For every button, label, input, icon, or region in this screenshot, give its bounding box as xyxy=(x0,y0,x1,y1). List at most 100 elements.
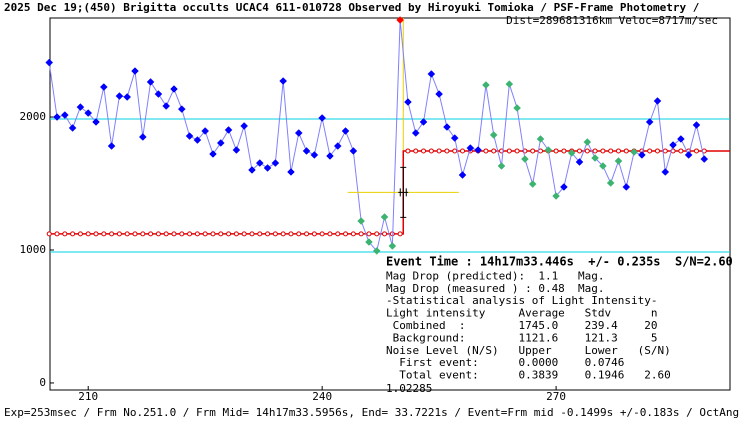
model-point xyxy=(77,231,83,237)
data-point xyxy=(521,155,529,163)
data-point xyxy=(544,146,553,154)
data-point xyxy=(99,83,108,91)
data-point xyxy=(513,104,521,112)
data-point xyxy=(240,122,249,130)
model-point xyxy=(132,231,138,237)
data-point xyxy=(263,164,272,172)
y-tick-label: 2000 xyxy=(20,110,47,123)
data-point xyxy=(131,67,139,75)
data-point xyxy=(536,135,545,143)
data-point xyxy=(450,134,459,142)
model-point xyxy=(148,231,154,237)
data-point xyxy=(677,135,685,143)
data-point xyxy=(419,118,428,126)
model-point xyxy=(608,148,614,154)
model-point xyxy=(280,231,286,237)
info-line: Mag Drop (predicted): 1.1 Mag. xyxy=(386,269,605,282)
data-point xyxy=(560,183,568,191)
data-point xyxy=(630,148,638,156)
model-point xyxy=(140,231,146,237)
data-point xyxy=(170,85,178,93)
data-point xyxy=(489,131,498,139)
data-point xyxy=(669,141,677,149)
model-point xyxy=(514,148,520,154)
model-point xyxy=(202,231,208,237)
model-point xyxy=(382,231,388,237)
model-point xyxy=(530,148,536,154)
data-point xyxy=(528,180,537,188)
model-point xyxy=(506,148,512,154)
data-point xyxy=(404,98,412,106)
data-point xyxy=(692,121,701,129)
data-point xyxy=(318,114,327,122)
model-point xyxy=(272,231,278,237)
info-line: Combined : 1745.0 239.4 20 xyxy=(386,319,658,332)
data-point xyxy=(224,126,233,134)
model-point xyxy=(397,231,403,237)
data-point xyxy=(302,147,311,155)
data-point xyxy=(294,129,303,137)
footer: Exp=253msec / Frm No.251.0 / Frm Mid= 14… xyxy=(4,406,740,419)
model-point xyxy=(428,148,434,154)
info-line: Mag Drop (measured ) : 0.48 Mag. xyxy=(386,282,605,295)
chart-subtitle: Dist=289681316km Veloc=8717m/sec xyxy=(506,14,718,27)
model-point xyxy=(405,148,411,154)
model-point xyxy=(171,231,177,237)
model-point xyxy=(662,148,668,154)
data-point xyxy=(606,179,615,187)
model-point xyxy=(194,231,200,237)
info-line: First event: 0.0000 0.0746 xyxy=(386,356,624,369)
x-annotation: 1.02285 xyxy=(386,382,432,395)
data-line xyxy=(48,19,705,252)
data-point xyxy=(583,138,592,146)
model-point xyxy=(304,231,310,237)
model-point xyxy=(358,231,364,237)
data-point xyxy=(333,142,342,150)
data-point xyxy=(474,146,482,154)
model-point xyxy=(615,148,621,154)
data-point xyxy=(255,159,264,167)
model-point xyxy=(233,231,239,237)
model-point xyxy=(452,148,458,154)
data-point xyxy=(552,192,560,200)
model-point xyxy=(288,231,294,237)
data-point xyxy=(388,242,397,250)
data-point xyxy=(396,16,404,24)
model-point xyxy=(62,231,68,237)
data-point xyxy=(443,123,451,131)
data-point xyxy=(466,144,475,152)
model-point xyxy=(210,231,216,237)
data-point xyxy=(411,129,420,137)
info-line: Event Time : 14h17m33.446s +/- 0.235s S/… xyxy=(386,255,733,269)
data-point xyxy=(201,127,210,135)
data-point xyxy=(326,152,334,160)
model-point xyxy=(600,148,606,154)
model-point xyxy=(70,231,76,237)
model-point xyxy=(155,231,161,237)
data-point xyxy=(622,183,631,191)
model-point xyxy=(436,148,442,154)
model-point xyxy=(647,148,653,154)
model-point xyxy=(553,148,559,154)
model-point xyxy=(226,231,232,237)
data-point xyxy=(209,150,217,158)
model-point xyxy=(163,231,169,237)
data-point xyxy=(349,147,358,155)
data-point xyxy=(68,124,77,132)
data-point xyxy=(567,149,576,157)
data-point xyxy=(458,171,467,179)
data-point xyxy=(638,151,646,159)
model-point xyxy=(101,231,107,237)
model-point xyxy=(343,231,349,237)
model-point xyxy=(460,148,466,154)
data-point xyxy=(279,77,288,85)
y-tick-label: 0 xyxy=(39,376,46,389)
model-point xyxy=(678,148,684,154)
model-point xyxy=(576,148,582,154)
data-point xyxy=(53,113,61,121)
model-point xyxy=(366,231,372,237)
data-point xyxy=(614,157,623,165)
model-point xyxy=(187,231,193,237)
model-point xyxy=(54,231,60,237)
